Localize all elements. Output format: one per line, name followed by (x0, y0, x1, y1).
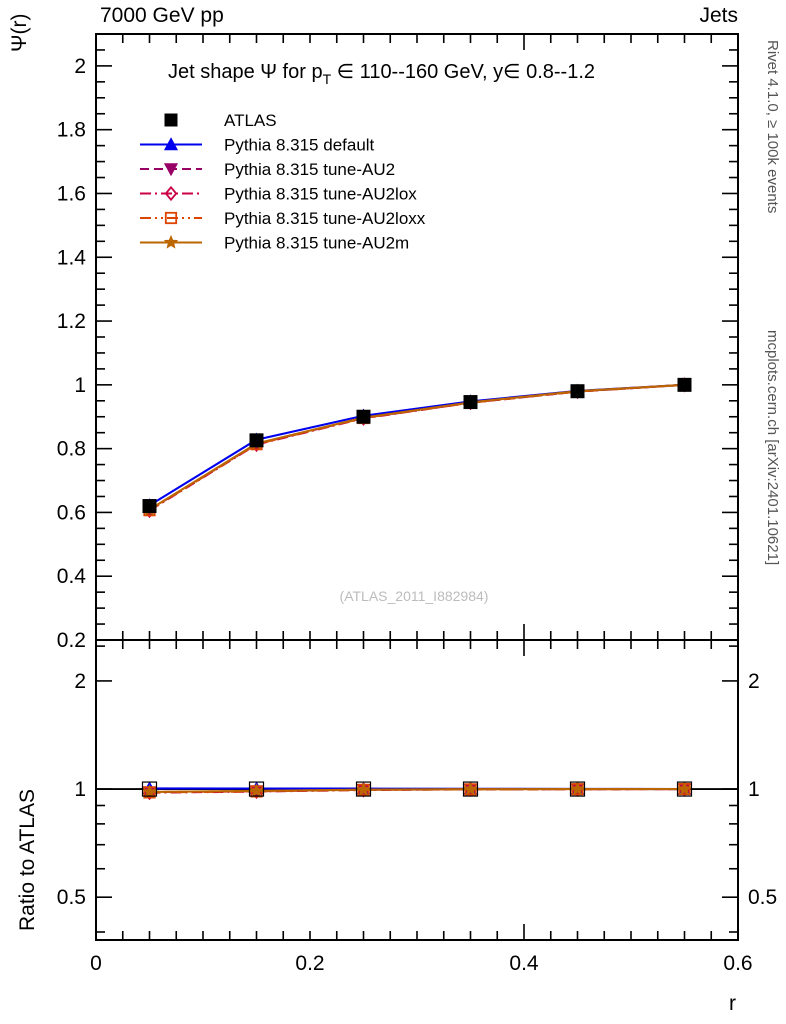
legend-marker (164, 185, 178, 202)
legend-item[interactable]: Pythia 8.315 tune-AU2lox (140, 185, 417, 204)
main-y-ticks: 0.2 0.4 0.6 0.8 1 1.2 1.4 1.6 1.8 2 (57, 49, 738, 652)
ratio-y-ticks: 0.5 1 2 (57, 645, 112, 933)
ratio-atlas-marker (248, 781, 265, 797)
atlas-data-marker (249, 433, 264, 448)
legend-label: Pythia 8.315 tune-AU2 (224, 160, 395, 179)
atlas-data-marker (570, 384, 585, 399)
atlas-data-marker (142, 499, 157, 514)
x-tick-label: 0.6 (723, 952, 752, 975)
ratio-y-axis-title: Ratio to ATLAS (16, 789, 39, 931)
legend-marker (163, 163, 179, 177)
main-y-tick-label: 0.6 (57, 501, 86, 524)
ratio-y-tick-label-right: 2 (748, 670, 760, 693)
x-tick-label: 0 (90, 952, 102, 975)
side-note-mcplots: mcplots.cern.ch [arXiv:2401.10621] (764, 330, 781, 565)
ratio-y-tick-label: 2 (74, 670, 86, 693)
plot-title-subscript: T (323, 71, 332, 87)
ratio-series-marker (249, 783, 264, 798)
svg-text:Jet shape Ψ for pT ∈ 110--160: Jet shape Ψ for pT ∈ 110--160 GeV, y∈ 0.… (168, 61, 595, 87)
main-series-group (142, 377, 692, 519)
main-y-tick-label: 1.2 (57, 310, 86, 333)
main-y-tick-label: 1.6 (57, 182, 86, 205)
legend-item[interactable]: Pythia 8.315 tune-AU2m (140, 234, 409, 253)
ratio-series-marker (463, 781, 478, 796)
plot-title-text: Jet shape Ψ for p (168, 61, 323, 83)
x-tick-label: 0.2 (295, 952, 324, 975)
main-y-tick-label: 1.4 (57, 246, 87, 269)
main-panel: Ψ(r) Jet shape Ψ for pT ∈ 110--160 GeV, … (8, 13, 739, 652)
ratio-y-tick-label: 0.5 (57, 886, 86, 909)
ratio-series-marker (356, 782, 371, 796)
watermark-label: (ATLAS_2011_I882984) (340, 588, 489, 604)
legend-label: Pythia 8.315 tune-AU2lox (224, 185, 417, 204)
side-note-rivet: Rivet 4.1.0, ≥ 100k events (764, 40, 781, 213)
x-axis-title: r (729, 992, 736, 1015)
main-y-tick-label: 1 (74, 374, 86, 397)
header-beam: 7000 GeV pp (100, 4, 224, 27)
ratio-atlas-marker (462, 781, 479, 797)
ratio-series-group (96, 781, 738, 801)
atlas-data-marker (463, 395, 478, 410)
legend-label: Pythia 8.315 default (224, 136, 375, 155)
main-y-axis-title: Ψ(r) (8, 13, 31, 52)
main-y-tick-label: 2 (74, 55, 86, 78)
ratio-series-marker (142, 784, 157, 799)
legend-label: Pythia 8.315 tune-AU2m (224, 234, 409, 253)
ratio-y-tick-label: 1 (74, 778, 86, 801)
x-axis-tick-labels: 0 0.2 0.4 0.6 (90, 952, 752, 975)
legend-marker (163, 234, 179, 249)
ratio-series-marker (570, 781, 585, 796)
legend-item[interactable]: Pythia 8.315 default (140, 136, 375, 155)
main-x-ticks (95, 34, 739, 640)
legend-marker (164, 113, 178, 127)
atlas-data-marker (677, 377, 692, 392)
main-y-tick-label: 0.2 (57, 629, 86, 652)
main-y-tick-label: 1.8 (57, 119, 86, 142)
main-y-tick-label: 0.8 (57, 438, 86, 461)
ratio-series-marker (677, 781, 692, 796)
legend-item[interactable]: Pythia 8.315 tune-AU2loxx (140, 209, 426, 228)
legend-label: ATLAS (224, 111, 277, 130)
legend-marker (164, 211, 178, 225)
legend-label: Pythia 8.315 tune-AU2loxx (224, 209, 426, 228)
series-line (148, 383, 685, 512)
legend-item[interactable]: ATLAS (164, 111, 277, 130)
series-line (148, 383, 685, 511)
header-category: Jets (699, 4, 738, 27)
ratio-y-tick-label-right: 0.5 (748, 886, 777, 909)
main-y-tick-label: 0.4 (57, 565, 87, 588)
ratio-y-tick-label-right: 1 (748, 778, 760, 801)
ratio-series-line (149, 788, 685, 793)
series-line (148, 383, 685, 507)
x-tick-label: 0.4 (509, 952, 539, 975)
ratio-atlas-marker (355, 781, 372, 797)
ratio-panel: Ratio to ATLAS 0.5 1 2 0.5 1 2 0 0.2 0.4 0.6 r (16, 639, 777, 1015)
legend: ATLAS Pythia 8.315 default Pythia 8.315 tu… (140, 111, 426, 253)
main-panel-frame (95, 33, 739, 641)
plot-title: Jet shape Ψ for pT ∈ 110--160 GeV, y∈ 0.… (168, 61, 595, 87)
ratio-atlas-marker (141, 781, 158, 797)
legend-marker (163, 137, 179, 151)
legend-item[interactable]: Pythia 8.315 tune-AU2 (140, 160, 395, 179)
series-line (148, 383, 685, 511)
ratio-y-ticks-right: 0.5 1 2 (722, 645, 777, 933)
atlas-data-marker (356, 409, 371, 424)
plot-title-rest: ∈ 110--160 GeV, y∈ 0.8--1.2 (331, 61, 595, 83)
ratio-x-ticks (95, 640, 739, 940)
series-line (148, 383, 685, 512)
ratio-atlas-marker (569, 781, 586, 797)
ratio-atlas-marker (676, 781, 693, 797)
